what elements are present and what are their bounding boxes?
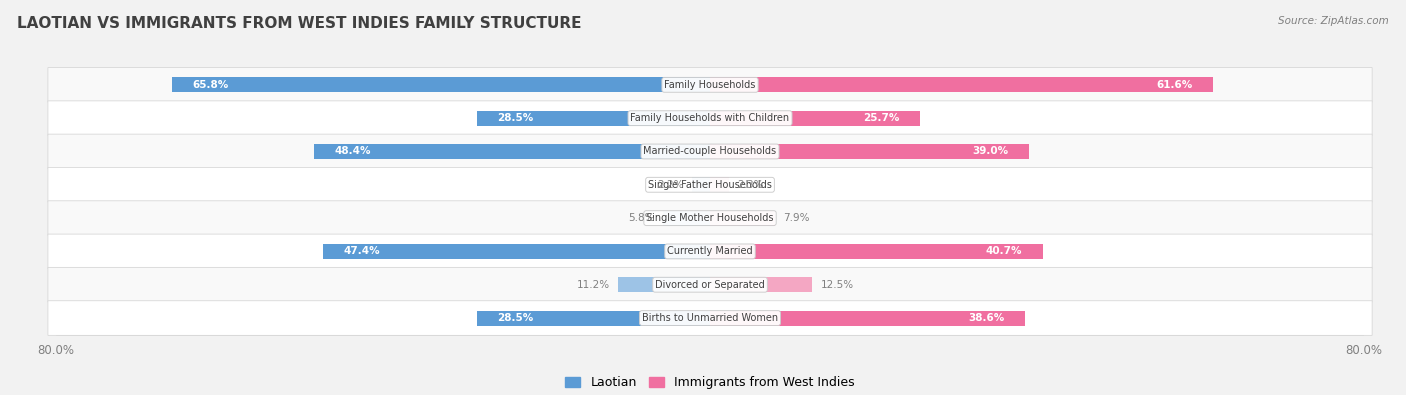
Bar xyxy=(710,111,920,126)
Text: 65.8%: 65.8% xyxy=(193,80,229,90)
Text: 12.5%: 12.5% xyxy=(820,280,853,290)
Bar xyxy=(710,77,1213,92)
Bar xyxy=(710,277,813,292)
Text: Single Father Households: Single Father Households xyxy=(648,180,772,190)
Text: 2.2%: 2.2% xyxy=(658,180,683,190)
Text: 61.6%: 61.6% xyxy=(1157,80,1194,90)
Text: 38.6%: 38.6% xyxy=(969,313,1005,323)
Text: 47.4%: 47.4% xyxy=(343,246,380,256)
Text: Divorced or Separated: Divorced or Separated xyxy=(655,280,765,290)
Text: LAOTIAN VS IMMIGRANTS FROM WEST INDIES FAMILY STRUCTURE: LAOTIAN VS IMMIGRANTS FROM WEST INDIES F… xyxy=(17,16,581,31)
Text: 28.5%: 28.5% xyxy=(498,113,534,123)
FancyBboxPatch shape xyxy=(48,134,1372,169)
FancyBboxPatch shape xyxy=(48,68,1372,102)
Bar xyxy=(710,310,1025,325)
Text: 48.4%: 48.4% xyxy=(335,147,371,156)
Text: Single Mother Households: Single Mother Households xyxy=(647,213,773,223)
Bar xyxy=(619,277,710,292)
Text: Source: ZipAtlas.com: Source: ZipAtlas.com xyxy=(1278,16,1389,26)
Text: 11.2%: 11.2% xyxy=(578,280,610,290)
Text: Births to Unmarried Women: Births to Unmarried Women xyxy=(643,313,778,323)
Bar xyxy=(692,177,710,192)
Bar xyxy=(662,211,710,226)
Text: 5.8%: 5.8% xyxy=(628,213,654,223)
FancyBboxPatch shape xyxy=(48,301,1372,335)
Bar xyxy=(710,144,1029,159)
Bar xyxy=(315,144,710,159)
Text: Married-couple Households: Married-couple Households xyxy=(644,147,776,156)
FancyBboxPatch shape xyxy=(48,167,1372,202)
Text: 7.9%: 7.9% xyxy=(783,213,810,223)
Bar xyxy=(477,111,710,126)
Bar xyxy=(477,310,710,325)
FancyBboxPatch shape xyxy=(48,201,1372,235)
Text: 40.7%: 40.7% xyxy=(986,246,1022,256)
Text: Family Households: Family Households xyxy=(665,80,755,90)
Text: Currently Married: Currently Married xyxy=(668,246,752,256)
Legend: Laotian, Immigrants from West Indies: Laotian, Immigrants from West Indies xyxy=(560,371,860,394)
Bar xyxy=(710,177,728,192)
FancyBboxPatch shape xyxy=(48,234,1372,269)
Text: 25.7%: 25.7% xyxy=(863,113,900,123)
Text: 2.3%: 2.3% xyxy=(737,180,763,190)
FancyBboxPatch shape xyxy=(48,101,1372,135)
Bar xyxy=(173,77,710,92)
FancyBboxPatch shape xyxy=(48,267,1372,302)
Bar xyxy=(322,244,710,259)
Text: 28.5%: 28.5% xyxy=(498,313,534,323)
Text: Family Households with Children: Family Households with Children xyxy=(630,113,790,123)
Bar xyxy=(710,244,1043,259)
Bar xyxy=(710,211,775,226)
Text: 39.0%: 39.0% xyxy=(972,147,1008,156)
